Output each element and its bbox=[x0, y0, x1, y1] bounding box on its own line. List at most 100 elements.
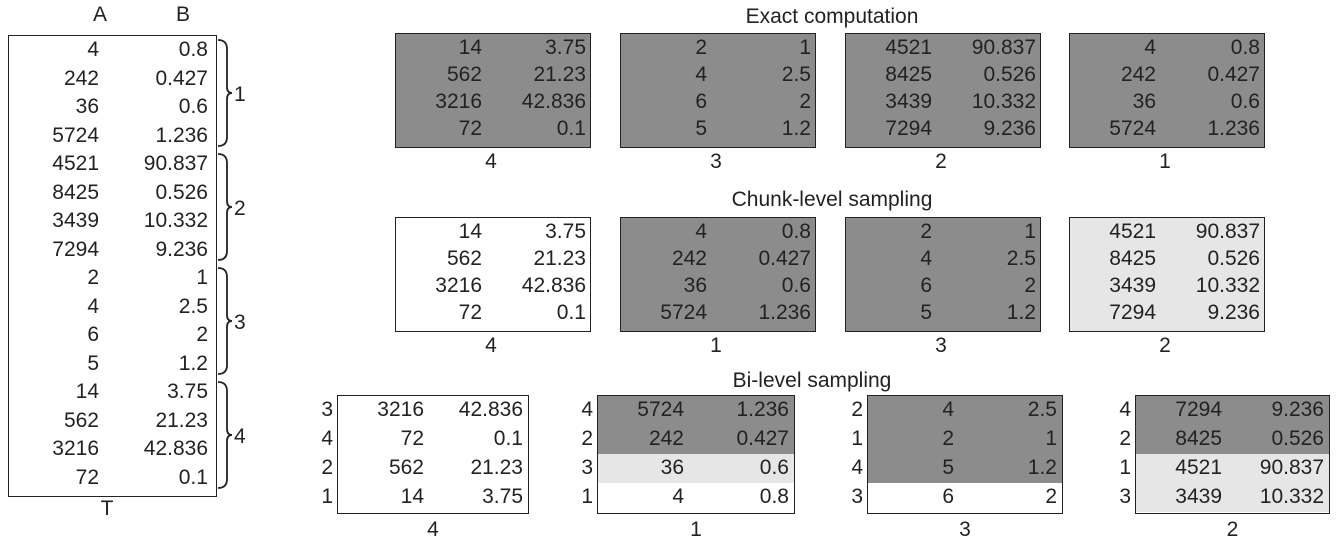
cell-a: 242 bbox=[63, 66, 99, 90]
chunk-label: 3 bbox=[935, 334, 947, 357]
section-title-chunk-level: Chunk-level sampling bbox=[731, 188, 933, 211]
cell-a: 562 bbox=[388, 456, 424, 479]
table-row: 36 0.6 bbox=[9, 95, 216, 119]
chunk-label: 4 bbox=[485, 334, 497, 357]
col-header-a: A bbox=[92, 3, 107, 26]
table-row: 3439 10.332 bbox=[1136, 483, 1329, 512]
row-id: 2 bbox=[1119, 427, 1131, 450]
cell-b: 21.23 bbox=[155, 408, 208, 432]
cell-a: 8425 bbox=[1175, 427, 1222, 450]
cell-a: 562 bbox=[446, 247, 482, 270]
table-row: 4 0.8 bbox=[621, 220, 815, 244]
cell-b: 0.8 bbox=[759, 485, 789, 508]
table-row: 4521 90.837 bbox=[1136, 454, 1329, 483]
cell-a: 6 bbox=[920, 274, 932, 297]
table-row: 4521 90.837 bbox=[846, 36, 1040, 60]
cell-a: 5724 bbox=[637, 398, 684, 421]
cell-b: 0.6 bbox=[781, 274, 811, 297]
cell-a: 14 bbox=[458, 36, 482, 59]
table-row: 7294 9.236 bbox=[9, 238, 216, 262]
chunk-box: 4521 90.837 8425 0.526 3439 10.332 7294 9.236 bbox=[845, 33, 1041, 148]
cell-b: 0.427 bbox=[155, 66, 208, 90]
cell-b: 3.75 bbox=[167, 380, 208, 403]
cell-a: 7294 bbox=[1109, 301, 1156, 324]
chunk-box: 4 2.5 2 1 5 1.2 6 2 bbox=[867, 395, 1063, 514]
chunk-label: 4 bbox=[427, 518, 439, 541]
cell-b: 1.236 bbox=[155, 123, 208, 147]
cell-b: 42.836 bbox=[458, 398, 523, 421]
cell-a: 5724 bbox=[1109, 117, 1156, 140]
chunk-box: 4 0.8 242 0.427 36 0.6 5724 1.236 bbox=[620, 217, 816, 332]
table-row: 4521 90.837 bbox=[9, 152, 216, 176]
cell-b: 1.236 bbox=[736, 398, 789, 421]
cell-a: 3216 bbox=[435, 274, 482, 297]
section-title-bi-level: Bi-level sampling bbox=[732, 369, 892, 392]
cell-a: 3216 bbox=[52, 437, 99, 460]
cell-b: 9.236 bbox=[983, 117, 1036, 140]
cell-b: 3.75 bbox=[545, 220, 586, 243]
cell-a: 3439 bbox=[885, 90, 932, 113]
cell-a: 4521 bbox=[885, 36, 932, 59]
table-row: 36 0.6 bbox=[598, 454, 794, 483]
cell-a: 6 bbox=[942, 485, 954, 508]
cell-b: 90.837 bbox=[971, 36, 1036, 59]
cell-a: 14 bbox=[400, 485, 424, 508]
cell-b: 42.836 bbox=[143, 437, 208, 460]
cell-b: 2.5 bbox=[781, 63, 811, 86]
cell-a: 4 bbox=[942, 398, 954, 421]
cell-b: 10.332 bbox=[1195, 274, 1260, 297]
cell-a: 7294 bbox=[1175, 398, 1222, 421]
cell-a: 4 bbox=[695, 63, 707, 86]
table-row: 242 0.427 bbox=[1070, 63, 1264, 87]
table-row: 4 0.8 bbox=[598, 483, 794, 512]
table-row: 3216 42.836 bbox=[338, 396, 528, 425]
chunk-label: 3 bbox=[710, 150, 722, 173]
cell-b: 3.75 bbox=[545, 36, 586, 59]
cell-a: 36 bbox=[75, 95, 99, 118]
chunk-brace bbox=[217, 153, 233, 261]
cell-b: 0.6 bbox=[178, 95, 208, 118]
cell-a: 4 bbox=[87, 294, 99, 318]
cell-a: 3439 bbox=[1175, 485, 1222, 508]
row-id: 4 bbox=[581, 398, 593, 421]
cell-b: 1.236 bbox=[1207, 117, 1260, 140]
cell-b: 1 bbox=[799, 36, 811, 59]
cell-a: 2 bbox=[695, 36, 707, 59]
table-row: 8425 0.526 bbox=[9, 181, 216, 205]
cell-a: 5 bbox=[920, 301, 932, 324]
table-row: 562 21.23 bbox=[9, 409, 216, 433]
cell-b: 1.2 bbox=[1027, 456, 1057, 479]
cell-a: 8425 bbox=[1109, 247, 1156, 270]
cell-b: 1.236 bbox=[758, 301, 811, 324]
row-id: 3 bbox=[851, 485, 863, 508]
chunk-label: 1 bbox=[234, 83, 246, 106]
cell-a: 8425 bbox=[885, 63, 932, 86]
cell-a: 242 bbox=[671, 247, 707, 270]
cell-a: 4 bbox=[87, 38, 99, 61]
cell-a: 4 bbox=[920, 247, 932, 270]
cell-b: 1 bbox=[1045, 427, 1057, 450]
cell-b: 0.8 bbox=[178, 38, 208, 61]
cell-b: 2.5 bbox=[1006, 247, 1036, 270]
cell-a: 6 bbox=[87, 323, 99, 346]
cell-a: 242 bbox=[1120, 63, 1156, 86]
row-id: 2 bbox=[581, 427, 593, 450]
table-row: 5724 1.236 bbox=[1070, 117, 1264, 141]
table-row: 5 1.2 bbox=[9, 352, 216, 376]
cell-b: 0.427 bbox=[736, 427, 789, 450]
cell-a: 4 bbox=[695, 220, 707, 243]
table-row: 8425 0.526 bbox=[1070, 247, 1264, 271]
table-row: 8425 0.526 bbox=[1136, 425, 1329, 454]
cell-b: 0.1 bbox=[493, 427, 523, 450]
table-row: 4 2.5 bbox=[621, 63, 815, 87]
cell-a: 7294 bbox=[52, 237, 99, 261]
cell-b: 2 bbox=[799, 90, 811, 113]
chunk-box: 4521 90.837 8425 0.526 3439 10.332 7294 9.236 bbox=[1069, 217, 1265, 332]
cell-b: 1.2 bbox=[1006, 301, 1036, 324]
cell-a: 3216 bbox=[377, 398, 424, 421]
cell-a: 2 bbox=[942, 427, 954, 450]
table-row: 4 0.8 bbox=[9, 38, 216, 62]
table-row: 7294 9.236 bbox=[1136, 396, 1329, 425]
